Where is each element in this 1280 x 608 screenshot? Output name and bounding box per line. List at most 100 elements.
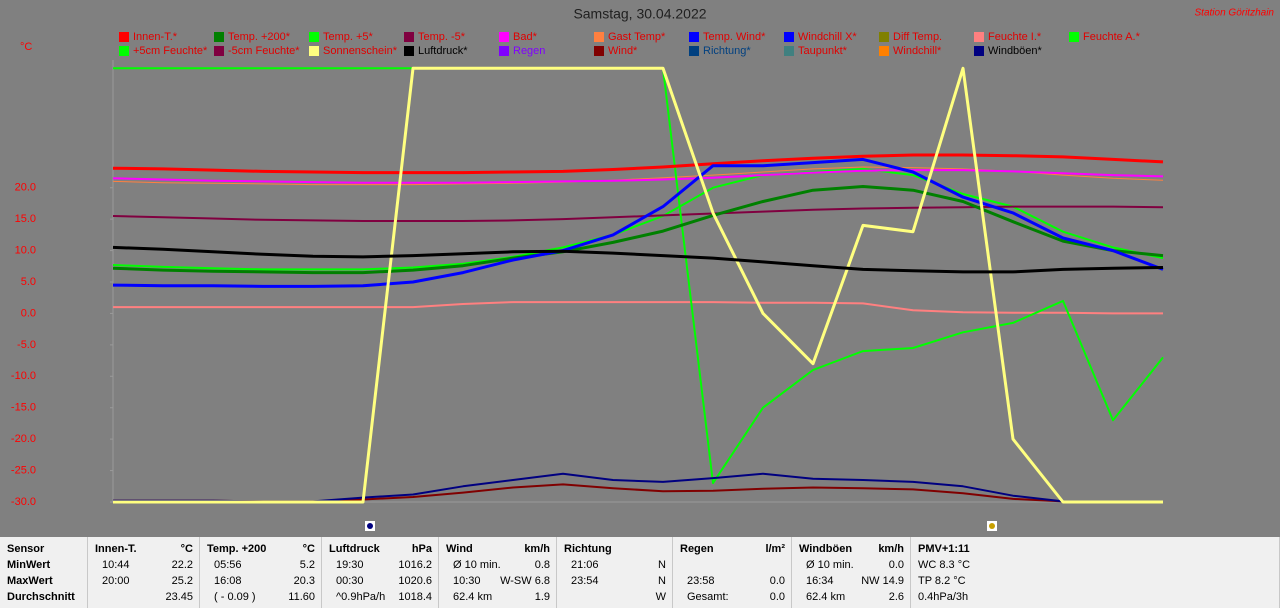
sunset-icon xyxy=(987,521,997,531)
y-tick-label: 20.0 xyxy=(15,182,36,194)
cell-right: 1016.2 xyxy=(398,559,432,571)
cell-left: Ø 10 min. xyxy=(453,559,501,571)
cell-left: ^0.9hPa/h xyxy=(336,591,386,603)
table-column: Windböen km/h Ø 10 min. 0.0 16:34 NW 14.9 62.4… xyxy=(792,537,911,608)
legend-swatch xyxy=(784,46,794,56)
column-unit: km/h xyxy=(524,543,550,555)
y-tick-label: -25.0 xyxy=(11,464,36,476)
legend-label: Innen-T.* xyxy=(133,31,178,43)
chart-title: Samstag, 30.04.2022 xyxy=(573,6,706,22)
series-line xyxy=(112,245,1164,274)
y-tick-label: -5.0 xyxy=(17,339,36,351)
cell-left: 16:08 xyxy=(214,575,242,587)
row-label: Durchschnitt xyxy=(7,591,75,603)
legend-swatch xyxy=(784,32,794,42)
cell-right: NW 14.9 xyxy=(861,575,904,587)
cell-right: 0.8 xyxy=(534,559,550,571)
legend-label: Gast Temp* xyxy=(608,31,666,43)
column-header: Innen-T. xyxy=(95,543,137,555)
cell-right: N xyxy=(658,559,666,571)
cell-left: 21:06 xyxy=(571,559,599,571)
cell-left: 00:30 xyxy=(336,575,364,587)
cell-right: 5.2 xyxy=(299,559,315,571)
series-line xyxy=(112,205,1164,222)
legend-swatch xyxy=(214,32,224,42)
table-column: Regen l/m² 23:58 0.0 Gesamt: 0.0 xyxy=(673,537,792,608)
series-line xyxy=(113,67,1164,485)
legend-label: -5cm Feuchte* xyxy=(228,45,300,57)
legend-swatch xyxy=(879,46,889,56)
legend-swatch xyxy=(499,32,509,42)
cell-right: N xyxy=(658,575,666,587)
cell-right: 1018.4 xyxy=(398,591,432,603)
legend-label: Temp. +5* xyxy=(323,31,374,43)
y-tick-label: 10.0 xyxy=(15,244,36,256)
y-unit: °C xyxy=(20,41,32,53)
cell-right: 2.6 xyxy=(888,591,904,603)
legend-swatch xyxy=(214,46,224,56)
legend-swatch xyxy=(119,46,129,56)
legend-label: Feuchte A.* xyxy=(1083,31,1141,43)
column-header: Temp. +200 xyxy=(207,543,267,555)
column-header: Richtung xyxy=(564,543,612,555)
legend-swatch xyxy=(594,32,604,42)
cell-text: WC 8.3 °C xyxy=(918,559,971,571)
station-name: Station Göritzhain xyxy=(1195,8,1275,19)
cell-right: W xyxy=(655,591,666,603)
y-tick-label: -15.0 xyxy=(11,402,36,414)
cell-left: 62.4 km xyxy=(453,591,493,603)
legend-swatch xyxy=(499,46,509,56)
legend-label: Sonnenschein* xyxy=(323,45,398,57)
legend-label: Temp. -5* xyxy=(418,31,466,43)
y-tick-label: -30.0 xyxy=(11,496,36,508)
legend-label: Temp. +200* xyxy=(228,31,291,43)
cell-right: 20.3 xyxy=(293,575,315,587)
column-unit: °C xyxy=(302,543,315,555)
chart: Samstag, 30.04.2022 Station Göritzhain °… xyxy=(11,6,1275,531)
cell-left: 20:00 xyxy=(102,575,130,587)
row-label: MaxWert xyxy=(7,575,53,587)
column-unit: °C xyxy=(180,543,193,555)
column-header: PMV+1:11 xyxy=(918,543,970,555)
legend-swatch xyxy=(879,32,889,42)
legend-label: Windchill X* xyxy=(798,31,857,43)
series-line xyxy=(113,66,1163,504)
series-line xyxy=(112,185,1164,275)
column-unit: km/h xyxy=(878,543,904,555)
cell-right: 0.0 xyxy=(769,591,785,603)
y-tick-label: 5.0 xyxy=(21,276,36,288)
legend-swatch xyxy=(974,46,984,56)
y-tick-label: -10.0 xyxy=(11,370,36,382)
cell-left: ( - 0.09 ) xyxy=(214,591,256,603)
column-header: Windböen xyxy=(799,543,853,555)
y-tick-label: -20.0 xyxy=(11,433,36,445)
cell-text: 0.4hPa/3h xyxy=(918,591,969,603)
legend-swatch xyxy=(404,46,414,56)
legend-label: Windchill* xyxy=(893,45,942,57)
legend-label: Feuchte I.* xyxy=(988,31,1042,43)
series-line xyxy=(112,157,1164,288)
table-column: Temp. +200 °C 05:56 5.2 16:08 20.3 ( - 0.09 ) 1… xyxy=(200,537,322,608)
summary-table: Sensor MinWert MaxWert Durchschnitt Innen-T.… xyxy=(0,537,1280,608)
y-tick-label: 0.0 xyxy=(21,307,36,319)
legend-swatch xyxy=(309,46,319,56)
legend-label: Taupunkt* xyxy=(798,45,848,57)
sunrise-icon xyxy=(365,521,375,531)
cell-left: 23:58 xyxy=(687,575,715,587)
column-header: Wind xyxy=(446,543,473,555)
cell-right: 11.60 xyxy=(288,591,315,603)
cell-text: TP 8.2 °C xyxy=(918,575,966,587)
column-unit: l/m² xyxy=(765,543,785,555)
table-column: Richtung 21:06 N 23:54 N W xyxy=(557,537,673,608)
cell-left: 10:44 xyxy=(102,559,130,571)
row-label: MinWert xyxy=(7,559,51,571)
column-header: Sensor xyxy=(7,543,45,555)
table-column: PMV+1:11 WC 8.3 °C TP 8.2 °C 0.4hPa/3h xyxy=(911,537,1280,608)
table-column: Luftdruck hPa 19:30 1016.2 00:30 1020.6 ^0.9hP… xyxy=(322,537,439,608)
cell-right: 1.9 xyxy=(534,591,550,603)
legend-label: Windböen* xyxy=(988,45,1043,57)
legend-label: +5cm Feuchte* xyxy=(133,45,208,57)
table-column: Innen-T. °C 10:44 22.2 20:00 25.2 23.45 xyxy=(88,537,200,608)
legend-label: Bad* xyxy=(513,31,538,43)
